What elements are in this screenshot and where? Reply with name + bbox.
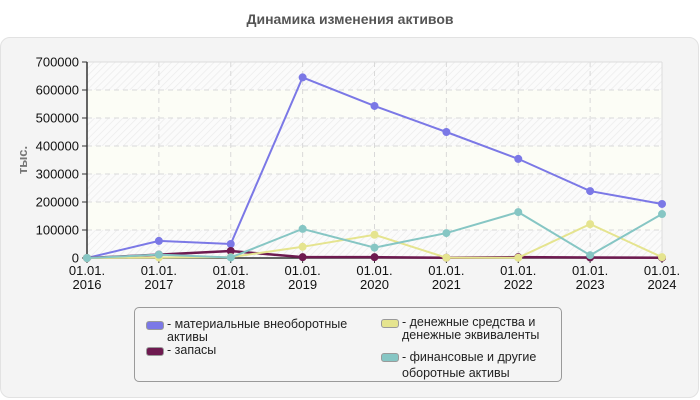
data-point[interactable] [514, 253, 523, 262]
x-tick-label: 2017 [144, 277, 173, 292]
y-tick-label: 700000 [36, 55, 79, 70]
legend-item-tangible-assets[interactable]: - материальные внеоборотные активы [146, 318, 347, 344]
x-tick-label: 01.01. [572, 263, 608, 278]
y-tick-label: 300000 [36, 167, 79, 182]
x-tick-label: 2021 [432, 277, 461, 292]
data-point[interactable] [298, 73, 307, 82]
x-tick-label: 01.01. [69, 263, 105, 278]
data-point[interactable] [370, 230, 379, 239]
x-tick-label: 01.01. [213, 263, 249, 278]
data-point[interactable] [586, 220, 595, 229]
series-line [83, 208, 666, 262]
data-point[interactable] [514, 208, 523, 217]
x-tick-label: 2024 [648, 277, 677, 292]
data-point[interactable] [154, 236, 163, 245]
x-tick-label: 2018 [216, 277, 245, 292]
x-tick-label: 2020 [360, 277, 389, 292]
data-point[interactable] [658, 199, 666, 208]
data-point[interactable] [442, 253, 451, 262]
legend-swatch-icon [381, 319, 399, 328]
x-tick-label: 01.01. [644, 263, 680, 278]
legend: - материальные внеоборотные активы - зап… [134, 307, 562, 382]
legend-item-inventory[interactable]: - запасы [146, 344, 216, 357]
data-point[interactable] [658, 210, 666, 219]
data-point[interactable] [586, 251, 595, 260]
x-tick-label: 01.01. [141, 263, 177, 278]
y-tick-label: 100000 [36, 223, 79, 238]
data-point[interactable] [226, 240, 235, 248]
x-tick-label: 01.01. [356, 263, 392, 278]
legend-label: - материальные внеоборотные активы [167, 317, 348, 344]
y-axis-label: тыс. [15, 146, 30, 174]
x-tick-label: 2022 [504, 277, 533, 292]
data-point[interactable] [226, 253, 235, 262]
data-point[interactable] [514, 154, 523, 163]
x-tick-label: 2019 [288, 277, 317, 292]
x-tick-label: 01.01. [285, 263, 321, 278]
legend-label: - запасы [167, 343, 217, 357]
data-point[interactable] [226, 247, 235, 255]
data-point[interactable] [83, 254, 91, 262]
data-point[interactable] [370, 101, 379, 110]
data-point[interactable] [442, 128, 451, 136]
series-lines [83, 73, 666, 262]
x-tick-label: 01.01. [428, 263, 464, 278]
data-point[interactable] [586, 187, 595, 196]
y-tick-label: 200000 [36, 195, 79, 210]
y-tick-label: 400000 [36, 139, 79, 154]
legend-item-financial-assets[interactable]: - финансовые и другие оборотные активы [381, 349, 536, 381]
legend-item-cash[interactable]: - денежные средства и денежные эквивален… [381, 316, 539, 342]
legend-label: - финансовые и другие оборотные активы [402, 350, 537, 380]
legend-swatch-icon [381, 353, 399, 362]
data-point[interactable] [442, 229, 451, 238]
legend-swatch-icon [146, 347, 164, 356]
legend-swatch-icon [146, 321, 164, 330]
y-tick-label: 500000 [36, 111, 79, 126]
data-point[interactable] [298, 242, 307, 251]
chart-title: Динамика изменения активов [246, 11, 454, 27]
y-tick-labels: 0 100000 200000 300000 400000 500000 600000 700… [36, 55, 79, 266]
x-tick-label: 2016 [73, 277, 102, 292]
y-tick-label: 600000 [36, 83, 79, 98]
data-point[interactable] [298, 224, 307, 233]
x-tick-label: 2023 [576, 277, 605, 292]
data-point[interactable] [370, 243, 379, 252]
data-point[interactable] [370, 253, 379, 262]
data-point[interactable] [658, 253, 666, 262]
data-point[interactable] [154, 250, 163, 259]
x-tick-labels: 01.01.201601.01.201701.01.201801.01.2019… [69, 263, 680, 292]
y-tick-label: 0 [72, 251, 79, 266]
legend-label: - денежные средства и денежные эквивален… [402, 315, 540, 342]
data-point[interactable] [298, 253, 307, 262]
x-tick-label: 01.01. [500, 263, 536, 278]
series-line [83, 73, 666, 262]
